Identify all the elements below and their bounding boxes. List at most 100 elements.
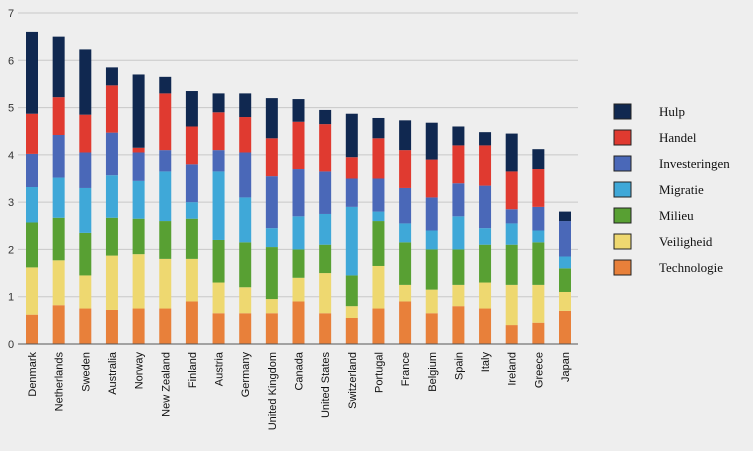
bar-segment bbox=[532, 169, 545, 207]
bar-segment bbox=[265, 98, 278, 139]
bar-segment bbox=[239, 117, 252, 153]
x-tick-label: Belgium bbox=[427, 352, 439, 392]
y-tick-label: 5 bbox=[8, 103, 14, 115]
legend-swatch bbox=[613, 259, 632, 276]
x-tick-label: Ireland bbox=[507, 352, 519, 386]
bar-segment bbox=[265, 299, 278, 314]
legend-swatch bbox=[613, 207, 632, 224]
x-tick-label: France bbox=[400, 352, 412, 386]
bar-segment bbox=[319, 171, 332, 214]
bar-segment bbox=[239, 242, 252, 288]
bar-segment bbox=[399, 120, 412, 151]
bar-segment bbox=[185, 301, 198, 344]
x-tick-label: Netherlands bbox=[54, 352, 66, 412]
x-tick-label: Norway bbox=[134, 352, 146, 390]
bar-segment bbox=[452, 126, 465, 146]
bar-segment bbox=[532, 242, 545, 285]
bar-segment bbox=[425, 230, 438, 250]
bar-segment bbox=[345, 317, 358, 344]
bar-segment bbox=[212, 112, 225, 151]
bar-segment bbox=[265, 176, 278, 229]
bars bbox=[26, 31, 571, 344]
bar-segment bbox=[399, 301, 412, 344]
bar-segment bbox=[265, 313, 278, 344]
bar-segment bbox=[212, 239, 225, 283]
bar-segment bbox=[79, 114, 92, 153]
bar-segment bbox=[372, 265, 385, 309]
x-tick-label: United States bbox=[320, 352, 332, 419]
bar-segment bbox=[479, 185, 492, 229]
bar-segment bbox=[452, 216, 465, 250]
bar-segment bbox=[532, 230, 545, 243]
y-tick-label: 1 bbox=[8, 292, 14, 304]
bar-segment bbox=[479, 244, 492, 283]
x-tick-label: Australia bbox=[107, 351, 119, 395]
bar-segment bbox=[559, 211, 571, 222]
bar-segment bbox=[52, 305, 65, 344]
bar-segment bbox=[319, 124, 332, 172]
bar-segment bbox=[159, 308, 172, 344]
bar-segment bbox=[399, 187, 412, 224]
x-tick-label: Germany bbox=[240, 352, 252, 398]
bar-segment bbox=[292, 216, 305, 250]
bar-segment bbox=[105, 309, 118, 344]
bar-segment bbox=[505, 209, 518, 224]
bar-segment bbox=[505, 133, 518, 172]
bar-segment bbox=[559, 310, 571, 344]
bar-segment bbox=[132, 254, 145, 309]
bar-segment bbox=[452, 284, 465, 307]
bar-segment bbox=[26, 113, 38, 154]
bar-segment bbox=[79, 275, 92, 309]
bar-segment bbox=[212, 171, 225, 240]
bar-segment bbox=[479, 228, 492, 245]
bar-segment bbox=[345, 113, 358, 158]
bar-segment bbox=[105, 67, 118, 86]
bar-segment bbox=[452, 145, 465, 184]
bar-segment bbox=[292, 249, 305, 278]
bar-segment bbox=[265, 138, 278, 177]
bar-segment bbox=[132, 147, 145, 153]
axes: 0 1 2 3 4 5 6 7 Denmark Netherlands Sweden Australi… bbox=[8, 8, 578, 430]
bar-segment bbox=[26, 267, 38, 315]
bar-segment bbox=[372, 221, 385, 266]
x-tick-label: Japan bbox=[560, 352, 572, 382]
bar-segment bbox=[399, 284, 412, 302]
bar-segment bbox=[319, 109, 332, 125]
bar-segment bbox=[292, 301, 305, 344]
x-tick-label: Greece bbox=[533, 352, 545, 388]
bar-segment bbox=[185, 126, 198, 165]
bar-segment bbox=[479, 308, 492, 344]
bar-segment bbox=[425, 289, 438, 314]
legend-label: Hulp bbox=[659, 104, 685, 119]
bar-segment bbox=[26, 222, 38, 268]
x-tick-label: Sweden bbox=[80, 352, 92, 392]
bar-segment bbox=[345, 275, 358, 307]
bar-segment bbox=[239, 287, 252, 314]
legend-label: Handel bbox=[659, 130, 697, 145]
bar-segment bbox=[559, 268, 571, 292]
x-tick-label: New Zealand bbox=[160, 352, 172, 417]
legend: Hulp Handel Investeringen Migratie Milieu Vei… bbox=[613, 103, 730, 276]
legend-swatch bbox=[613, 129, 632, 146]
bar-segment bbox=[479, 132, 492, 146]
bar-segment bbox=[532, 206, 545, 231]
bar-segment bbox=[399, 242, 412, 285]
bar-segment bbox=[239, 197, 252, 243]
bar-segment bbox=[452, 306, 465, 344]
bar-segment bbox=[185, 218, 198, 259]
bar-segment bbox=[505, 284, 518, 326]
bar-segment bbox=[26, 187, 38, 223]
bar-segment bbox=[159, 150, 172, 172]
bar-segment bbox=[319, 273, 332, 314]
bar-segment bbox=[132, 152, 145, 181]
legend-label: Migratie bbox=[659, 182, 704, 197]
bar-segment bbox=[212, 93, 225, 113]
bar-segment bbox=[479, 282, 492, 309]
bar-segment bbox=[532, 284, 545, 323]
bar-segment bbox=[52, 36, 65, 98]
bar-segment bbox=[52, 217, 65, 261]
bar-segment bbox=[26, 31, 38, 114]
bar-segment bbox=[105, 175, 118, 218]
bar-segment bbox=[532, 322, 545, 344]
